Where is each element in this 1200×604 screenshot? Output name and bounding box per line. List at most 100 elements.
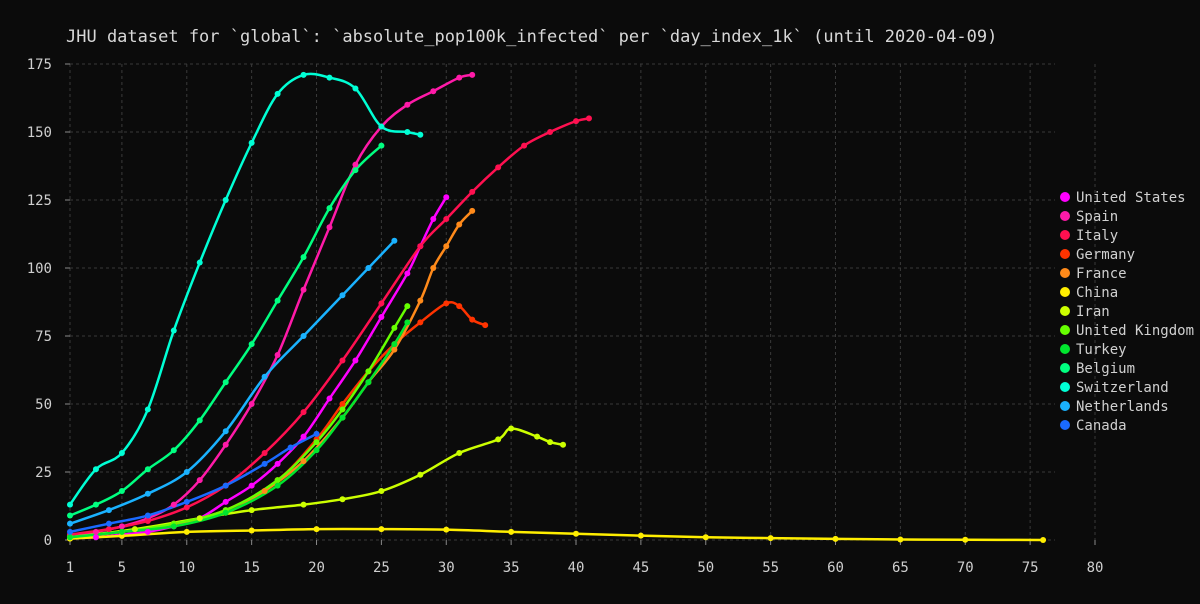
x-tick-label: 50 <box>697 560 714 576</box>
y-tick-label: 75 <box>35 329 52 345</box>
data-point-canada <box>144 512 151 519</box>
data-point-italy <box>300 409 307 416</box>
data-point-netherlands <box>391 237 398 244</box>
series-line-netherlands <box>68 239 396 525</box>
data-point-canada <box>222 482 229 489</box>
legend-label-canada: Canada <box>1076 418 1127 434</box>
data-point-netherlands <box>365 265 372 271</box>
data-point-united-states <box>326 395 333 402</box>
legend-marker-china <box>1060 287 1070 297</box>
data-point-iran <box>196 515 203 522</box>
data-point-italy <box>547 129 554 135</box>
data-point-netherlands <box>222 428 229 435</box>
data-point-germany <box>469 316 476 323</box>
data-point-iran <box>456 449 463 456</box>
data-point-china <box>832 535 839 542</box>
data-point-netherlands <box>144 490 151 497</box>
legend-marker-united-states <box>1060 192 1070 202</box>
legend-marker-turkey <box>1060 344 1070 354</box>
data-point-turkey <box>391 341 398 348</box>
y-tick-label: 125 <box>27 193 52 209</box>
data-point-belgium <box>378 142 385 149</box>
y-tick-label: 50 <box>35 397 52 413</box>
data-point-france <box>469 207 476 214</box>
legend-marker-netherlands <box>1060 401 1070 411</box>
data-point-canada <box>261 460 268 467</box>
legend-label-united-states: United States <box>1076 190 1186 206</box>
series-line-switzerland <box>68 72 422 506</box>
data-point-belgium <box>248 341 255 348</box>
data-point-spain <box>430 88 437 95</box>
x-tick-label: 40 <box>568 560 585 576</box>
data-point-canada <box>287 444 294 451</box>
x-tick-label: 1 <box>66 560 74 576</box>
series-points <box>67 71 1047 543</box>
data-point-netherlands <box>261 373 268 380</box>
legend-label-iran: Iran <box>1076 304 1110 320</box>
data-point-china <box>378 526 385 533</box>
data-point-iran <box>131 526 138 533</box>
data-point-switzerland <box>274 90 281 97</box>
data-point-iran <box>300 501 307 508</box>
y-tick-label: 150 <box>27 125 52 141</box>
data-point-italy <box>585 115 592 122</box>
data-point-canada <box>183 498 190 505</box>
data-point-china <box>313 526 320 533</box>
legend-label-china: China <box>1076 285 1118 301</box>
data-point-united-kingdom <box>404 303 411 310</box>
x-tick-label: 5 <box>118 560 126 576</box>
data-point-turkey <box>118 528 125 535</box>
data-point-france <box>456 221 463 228</box>
data-point-spain <box>118 523 125 530</box>
legend-label-united-kingdom: United Kingdom <box>1076 323 1194 339</box>
legend-label-belgium: Belgium <box>1076 361 1135 377</box>
data-point-iran <box>417 471 424 478</box>
data-point-united-kingdom <box>274 477 281 484</box>
x-tick-label: 10 <box>178 560 195 576</box>
x-tick-label: 75 <box>1022 560 1039 576</box>
data-point-switzerland <box>352 85 359 92</box>
data-point-switzerland <box>67 501 73 508</box>
data-point-france <box>430 265 437 271</box>
data-point-germany <box>417 319 424 326</box>
x-tick-label: 55 <box>762 560 779 576</box>
legend-label-turkey: Turkey <box>1076 342 1127 358</box>
data-point-netherlands <box>300 333 307 339</box>
data-point-united-states <box>92 534 99 541</box>
series-line-spain <box>68 73 474 536</box>
data-point-united-states <box>222 498 229 505</box>
legend-marker-france <box>1060 268 1070 278</box>
data-point-iran <box>534 433 541 440</box>
data-point-united-kingdom <box>365 368 372 375</box>
data-point-switzerland <box>248 139 255 146</box>
data-point-italy <box>417 243 424 250</box>
data-point-spain <box>456 74 463 81</box>
data-point-china <box>573 530 580 537</box>
data-point-italy <box>495 164 502 171</box>
data-point-iran <box>339 496 346 503</box>
data-point-france <box>391 346 398 353</box>
legend-label-netherlands: Netherlands <box>1076 399 1169 415</box>
data-point-spain <box>196 477 203 484</box>
y-tick-label: 100 <box>27 261 52 277</box>
y-tick-label: 25 <box>35 465 52 481</box>
data-point-iran <box>495 436 502 443</box>
x-tick-label: 20 <box>308 560 325 576</box>
data-point-united-kingdom <box>339 406 346 413</box>
data-point-italy <box>261 449 268 456</box>
data-point-united-kingdom <box>313 439 320 446</box>
legend-marker-canada <box>1060 420 1070 430</box>
data-point-iran <box>560 441 567 448</box>
data-point-spain <box>170 501 177 508</box>
data-point-switzerland <box>118 449 125 456</box>
x-tick-label: 80 <box>1087 560 1104 576</box>
data-point-united-states <box>248 482 255 489</box>
data-point-netherlands <box>339 292 346 299</box>
data-point-turkey <box>274 482 281 489</box>
y-tick-label: 0 <box>44 533 52 549</box>
legend-label-france: France <box>1076 266 1127 282</box>
data-point-italy <box>378 300 385 307</box>
data-point-italy <box>144 517 151 524</box>
data-point-united-states <box>378 313 385 320</box>
